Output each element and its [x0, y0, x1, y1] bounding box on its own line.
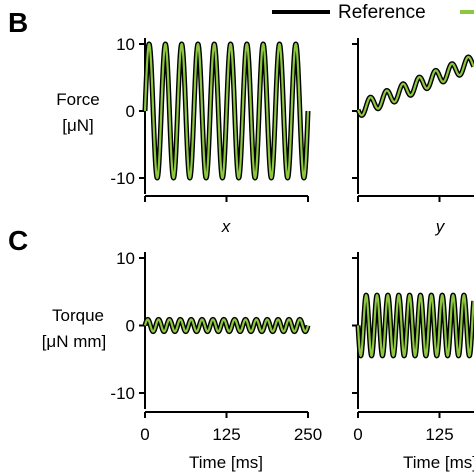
legend-reference-label: Reference	[338, 2, 426, 23]
torque-ylabel-line-2: [μN mm]	[42, 332, 107, 351]
force-y-plot	[352, 38, 474, 202]
torque-x-xtick-label: 0	[140, 425, 149, 444]
force-ylabel: Force [μN]	[56, 90, 99, 135]
column-label-x: x	[221, 217, 231, 236]
force-x-ytick-label: 10	[116, 35, 135, 54]
force-x-measured-line	[143, 42, 310, 180]
torque-x-ytick-label: -10	[110, 384, 135, 403]
force-ylabel-line-2: [μN]	[62, 116, 94, 135]
torque-x-ytick-label: 10	[116, 249, 135, 268]
force-x-ytick-label: -10	[110, 169, 135, 188]
torque-x-measured-line	[143, 318, 310, 333]
force-x-ytick-label: 0	[126, 102, 135, 121]
force-x-plot: 10 0 -10	[110, 35, 311, 202]
torque-y-xtick-label: 125	[425, 425, 453, 444]
torque-x-plot: 10 0 -10 0 125 250	[110, 249, 322, 444]
torque-x-xtick-label: 125	[212, 425, 240, 444]
torque-y-xlabel: Time [ms]	[403, 453, 474, 472]
torque-x-ytick-label: 0	[126, 317, 135, 336]
torque-y-xtick-label: 0	[353, 425, 362, 444]
panel-label-b: B	[8, 7, 28, 38]
torque-x-xtick-label: 250	[294, 425, 322, 444]
torque-x-xlabel: Time [ms]	[189, 453, 263, 472]
column-label-y: y	[435, 217, 446, 236]
torque-y-measured-line	[356, 294, 474, 357]
panel-label-c: C	[8, 225, 28, 256]
torque-ylabel-line-1: Torque	[52, 306, 104, 325]
force-y-measured-line	[356, 55, 474, 117]
torque-ylabel: Torque [μN mm]	[42, 306, 107, 351]
legend: Reference	[272, 2, 474, 23]
torque-y-plot: 0 125	[352, 252, 474, 444]
force-ylabel-line-1: Force	[56, 90, 99, 109]
